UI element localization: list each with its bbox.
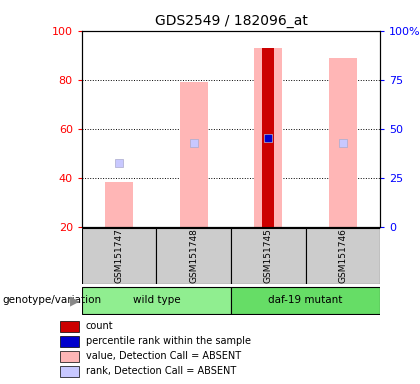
FancyBboxPatch shape bbox=[82, 228, 157, 284]
Text: GSM151748: GSM151748 bbox=[189, 228, 198, 283]
Text: wild type: wild type bbox=[133, 295, 180, 306]
FancyBboxPatch shape bbox=[157, 228, 231, 284]
FancyBboxPatch shape bbox=[231, 228, 306, 284]
Bar bbox=[60, 321, 79, 332]
Bar bbox=[105, 182, 133, 227]
Text: ▶: ▶ bbox=[70, 294, 79, 307]
Text: daf-19 mutant: daf-19 mutant bbox=[268, 295, 343, 306]
Text: rank, Detection Call = ABSENT: rank, Detection Call = ABSENT bbox=[86, 366, 236, 376]
Bar bbox=[262, 48, 274, 227]
Bar bbox=[329, 58, 357, 227]
Text: GSM151745: GSM151745 bbox=[264, 228, 273, 283]
Text: GSM151747: GSM151747 bbox=[115, 228, 123, 283]
Text: genotype/variation: genotype/variation bbox=[2, 295, 101, 306]
Text: percentile rank within the sample: percentile rank within the sample bbox=[86, 336, 251, 346]
Bar bbox=[180, 82, 208, 227]
FancyBboxPatch shape bbox=[306, 228, 380, 284]
Bar bbox=[60, 366, 79, 377]
Bar bbox=[60, 336, 79, 347]
Text: count: count bbox=[86, 321, 113, 331]
Title: GDS2549 / 182096_at: GDS2549 / 182096_at bbox=[155, 14, 307, 28]
Text: value, Detection Call = ABSENT: value, Detection Call = ABSENT bbox=[86, 351, 241, 361]
FancyBboxPatch shape bbox=[82, 287, 231, 314]
Bar bbox=[60, 351, 79, 362]
Text: GSM151746: GSM151746 bbox=[339, 228, 347, 283]
Bar bbox=[254, 48, 282, 227]
FancyBboxPatch shape bbox=[231, 287, 380, 314]
